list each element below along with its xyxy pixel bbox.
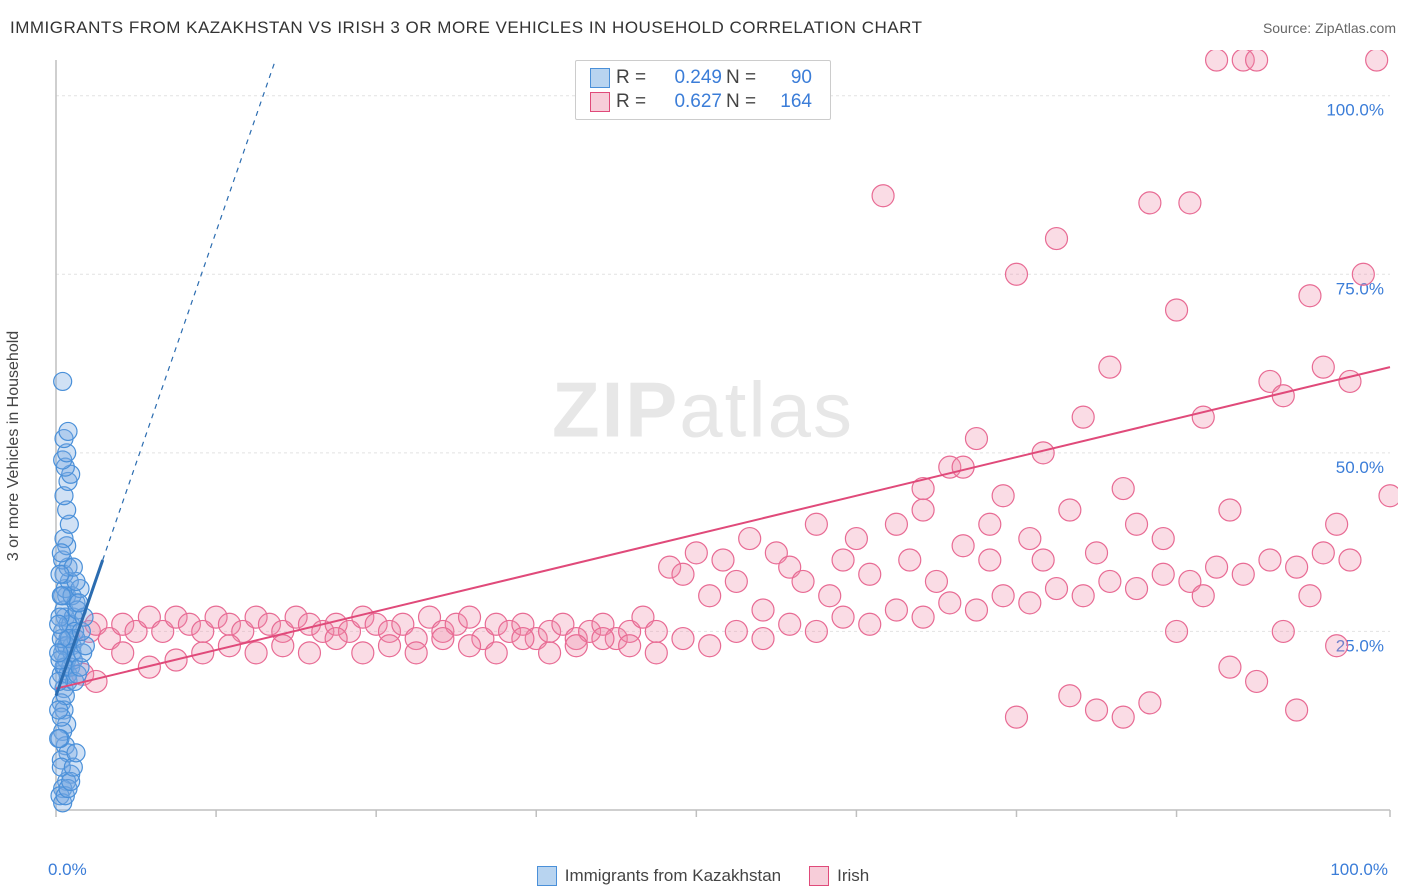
legend-r-value-b: 0.627 — [656, 91, 726, 113]
legend-swatch-b-bottom — [809, 866, 829, 886]
chart-title: IMMIGRANTS FROM KAZAKHSTAN VS IRISH 3 OR… — [10, 18, 922, 38]
legend-n-label-a: N = — [726, 67, 766, 89]
legend-swatch-a — [590, 68, 610, 88]
legend-n-value-a: 90 — [766, 67, 816, 89]
legend-n-label-b: N = — [726, 91, 766, 113]
legend-swatch-b — [590, 92, 610, 112]
source-attribution: Source: ZipAtlas.com — [1263, 20, 1396, 36]
y-axis-label: 3 or more Vehicles in Household — [5, 331, 23, 561]
legend-n-value-b: 164 — [766, 91, 816, 113]
x-axis-label-100: 100.0% — [1330, 860, 1388, 880]
svg-text:100.0%: 100.0% — [1326, 101, 1384, 120]
title-bar: IMMIGRANTS FROM KAZAKHSTAN VS IRISH 3 OR… — [10, 18, 1396, 38]
legend-r-label-b: R = — [616, 91, 656, 113]
chart-plot-area: 25.0%50.0%75.0%100.0% — [48, 50, 1398, 840]
chart-svg: 25.0%50.0%75.0%100.0% — [48, 50, 1398, 840]
legend-label-b: Irish — [837, 866, 869, 886]
legend-item-a: Immigrants from Kazakhstan — [537, 866, 781, 886]
svg-text:50.0%: 50.0% — [1336, 458, 1384, 477]
legend-r-value-a: 0.249 — [656, 67, 726, 89]
x-axis-label-0: 0.0% — [48, 860, 87, 880]
legend-swatch-a-bottom — [537, 866, 557, 886]
legend-r-label-a: R = — [616, 67, 656, 89]
correlation-legend: R = 0.249 N = 90 R = 0.627 N = 164 — [575, 60, 831, 120]
legend-label-a: Immigrants from Kazakhstan — [565, 866, 781, 886]
x-axis-legend: Immigrants from Kazakhstan Irish — [0, 866, 1406, 886]
legend-item-b: Irish — [809, 866, 869, 886]
